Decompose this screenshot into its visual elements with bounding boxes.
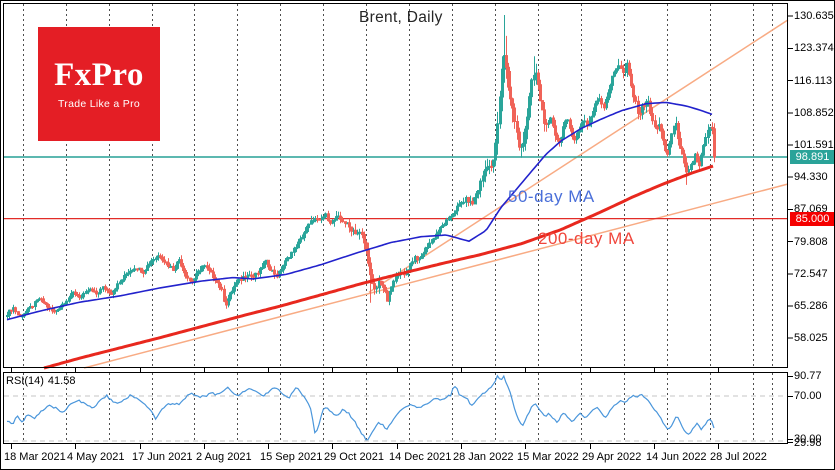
date-tick-label: 29 Oct 2021 bbox=[324, 451, 384, 463]
rsi-tick-label: 30.00 bbox=[794, 433, 822, 445]
trendline-steep-support[interactable] bbox=[368, 19, 789, 293]
date-tick-label: 17 Jun 2021 bbox=[132, 451, 193, 463]
fxpro-logo-tagline: Trade Like a Pro bbox=[57, 98, 141, 110]
rsi-value: 41.58 bbox=[47, 375, 76, 387]
date-tick-label: 2 Aug 2021 bbox=[196, 451, 252, 463]
rsi-level-lines bbox=[4, 395, 787, 442]
rsi-tick-label: 90.77 bbox=[794, 370, 822, 382]
date-tick-label: 14 Jun 2022 bbox=[646, 451, 707, 463]
price-tick-label: 130.635 bbox=[794, 10, 834, 23]
price-tick-label: 108.852 bbox=[794, 106, 834, 119]
price-tick-label: 123.374 bbox=[794, 42, 834, 55]
price-tick-label: 101.591 bbox=[794, 138, 834, 151]
ma200-line[interactable] bbox=[43, 164, 714, 370]
vertical-gridlines bbox=[23, 4, 773, 443]
fxpro-logo-brand: FxPro bbox=[54, 57, 144, 93]
price-tick-label: 58.025 bbox=[794, 332, 828, 345]
date-tick-label: 18 Mar 2021 bbox=[4, 451, 66, 463]
ma50-label: 50-day MA bbox=[508, 187, 595, 206]
price-tick-label: 116.113 bbox=[794, 74, 833, 87]
rsi-label: RSI(14) bbox=[6, 375, 44, 387]
date-tick-label: 4 May 2021 bbox=[67, 451, 125, 463]
price-tick-label: 94.330 bbox=[794, 171, 828, 184]
chart-title: Brent, Daily bbox=[359, 9, 443, 26]
ma50-line[interactable] bbox=[6, 101, 713, 321]
rsi-tick-label: 70.00 bbox=[794, 390, 822, 402]
date-tick-label: 29 Apr 2022 bbox=[582, 451, 642, 463]
price-level-tag: 85.000 bbox=[790, 211, 834, 226]
ma200-label: 200-day MA bbox=[538, 229, 635, 248]
axis-ticks bbox=[11, 15, 793, 449]
price-tick-label: 65.286 bbox=[794, 299, 828, 312]
candles-up bbox=[6, 15, 712, 320]
trendline-lower-support[interactable] bbox=[83, 183, 789, 369]
price-tick-label: 72.547 bbox=[794, 267, 828, 280]
fxpro-logo: FxPro Trade Like a Pro bbox=[38, 27, 160, 141]
date-tick-label: 15 Sep 2021 bbox=[260, 451, 323, 463]
panel-borders bbox=[3, 3, 788, 444]
date-tick-label: 14 Dec 2021 bbox=[389, 451, 452, 463]
price-tick-label: 87.069 bbox=[794, 203, 828, 216]
date-tick-label: 28 Jul 2022 bbox=[710, 451, 767, 463]
rsi-line bbox=[6, 374, 715, 441]
rsi-tick-label: 29.98 bbox=[794, 436, 822, 449]
current-price-tag: 98.891 bbox=[790, 149, 834, 164]
date-tick-label: 15 Mar 2022 bbox=[517, 451, 579, 463]
date-tick-label: 28 Jan 2022 bbox=[453, 451, 514, 463]
price-tick-label: 79.808 bbox=[794, 235, 828, 248]
rsi-indicator-title: RSI(14) 41.58 bbox=[6, 375, 79, 387]
